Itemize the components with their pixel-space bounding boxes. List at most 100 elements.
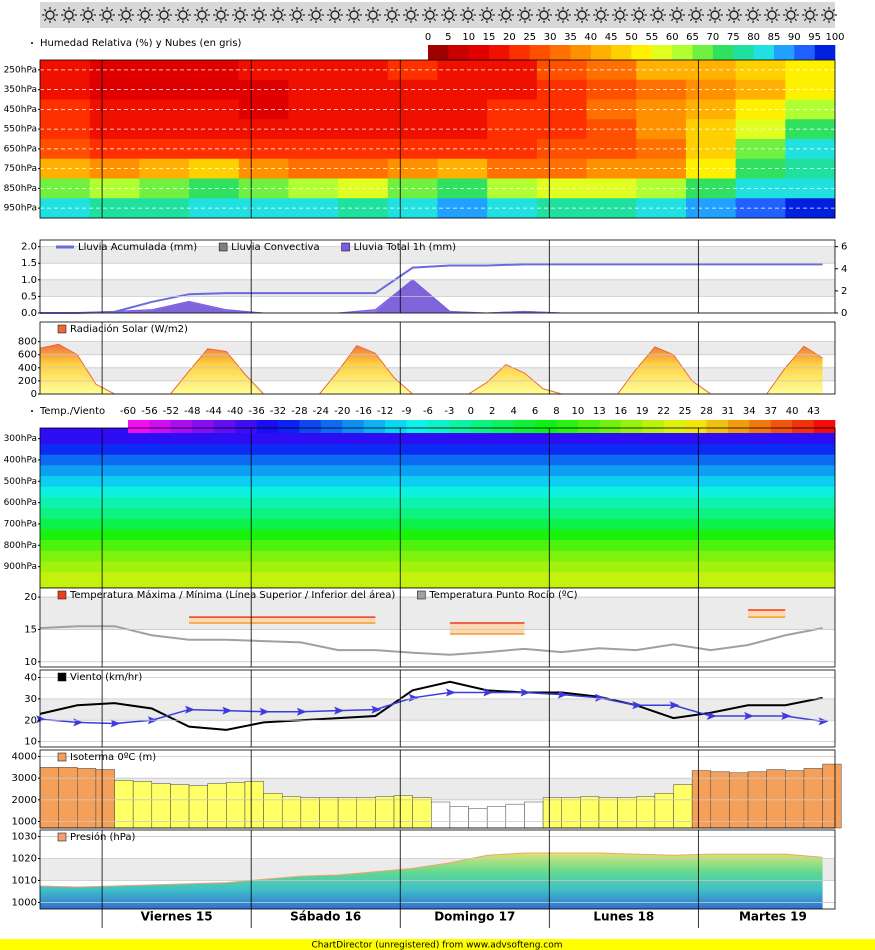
colorbar-cell [449, 420, 472, 433]
y2-tick-label: 2 [841, 286, 847, 297]
bar [244, 781, 264, 829]
sun-icon [292, 10, 302, 20]
bar [39, 767, 59, 829]
sun-ray [262, 18, 266, 22]
heat-cell [40, 178, 91, 199]
heat-cell [735, 158, 786, 179]
colorbar-cell [620, 420, 643, 433]
sun-icon [615, 10, 625, 20]
sun-ray [347, 8, 351, 12]
colorbar-cell [685, 420, 707, 433]
wind-arrow [632, 701, 643, 710]
y-tick-label: 300hPa [4, 434, 37, 444]
y-tick-label: 550hPa [4, 125, 37, 135]
heat-cell [40, 198, 91, 219]
sun-ray [737, 8, 741, 12]
sun-ray [404, 18, 408, 22]
sun-ray [376, 18, 380, 22]
sun-ray [72, 8, 76, 12]
sun-ray [775, 8, 779, 12]
heat-cell [735, 198, 786, 219]
y-tick-label: 0.5 [21, 291, 37, 302]
sun-icon [311, 10, 321, 20]
heat-cell [636, 139, 687, 160]
colorbar-label: 85 [768, 32, 781, 43]
grid-band [40, 246, 835, 264]
sun-ray [708, 8, 712, 12]
colorbar-label: 16 [614, 406, 627, 417]
sun-ray [575, 18, 579, 22]
sun-ray [129, 18, 133, 22]
legend-label: Lluvia Convectiva [231, 242, 319, 253]
colorbar-label: -28 [291, 406, 307, 417]
sun-ray [423, 18, 427, 22]
sun-ray [623, 18, 627, 22]
wind-arrow [669, 701, 680, 710]
sun-ray [632, 18, 636, 22]
bar [505, 803, 525, 829]
sun-ray [832, 18, 836, 22]
bar [654, 793, 674, 829]
colorbar-label: 31 [722, 406, 735, 417]
colorbar-label: 15 [483, 32, 496, 43]
bar [803, 768, 823, 829]
range-max [189, 609, 786, 624]
sun-ray [803, 18, 807, 22]
colorbar-cell [468, 45, 490, 60]
area-line [39, 852, 823, 888]
sun-ray [689, 8, 693, 12]
sun-ray [585, 8, 589, 12]
bar [356, 797, 376, 829]
y-tick-label: 10 [24, 737, 37, 748]
sun-ray [509, 18, 513, 22]
sun-ray [642, 18, 646, 22]
sun-ray [585, 18, 589, 22]
sun-icon [121, 10, 131, 20]
bar [561, 797, 581, 829]
sun-ray [81, 8, 85, 12]
sun-icon [387, 10, 397, 20]
colorbar-cell [792, 420, 814, 433]
heat-cell [735, 178, 786, 199]
colorbar-cell [663, 420, 686, 433]
sun-ray [281, 18, 285, 22]
plot-frame [39, 587, 836, 668]
heat-cell [735, 99, 786, 120]
y-tick-label: 900hPa [4, 562, 37, 572]
sun-ray [699, 8, 703, 12]
sun-icon [235, 10, 245, 20]
grid-band [40, 698, 835, 721]
colorbar-cell [651, 45, 673, 60]
heat-cell [189, 60, 240, 81]
y-tick-label: 700hPa [4, 520, 37, 530]
plot-frame [39, 669, 836, 748]
heat-cell [40, 454, 836, 466]
colorbar-label: 2 [489, 406, 495, 417]
footer-band [0, 939, 875, 950]
bar [580, 796, 600, 829]
heat-cell [139, 119, 190, 140]
wind-arrow [36, 715, 46, 724]
heat-cell [139, 99, 190, 120]
sun-icon [482, 10, 492, 20]
colorbar-label: -20 [334, 406, 350, 417]
colorbar-label: 10 [572, 406, 585, 417]
colorbar-label: 10 [462, 32, 475, 43]
sun-ray [822, 8, 826, 12]
heat-cell [735, 139, 786, 160]
sun-icon [425, 10, 435, 20]
colorbar-label: 100 [825, 32, 844, 43]
legend-key [218, 242, 228, 252]
y-tick-label: 800 [18, 337, 37, 348]
wind-arrow [185, 705, 196, 714]
heat-cell [40, 561, 836, 573]
wind-arrow [781, 711, 792, 720]
heat-cell [40, 158, 91, 179]
colorbar-label: 43 [807, 406, 820, 417]
sun-icon [83, 10, 93, 20]
y2-tick-label: 4 [841, 264, 847, 275]
sun-ray [651, 18, 655, 22]
colorbar-cell [712, 45, 734, 60]
y-tick-label: 400hPa [4, 456, 37, 466]
colorbar-cell [256, 420, 279, 433]
